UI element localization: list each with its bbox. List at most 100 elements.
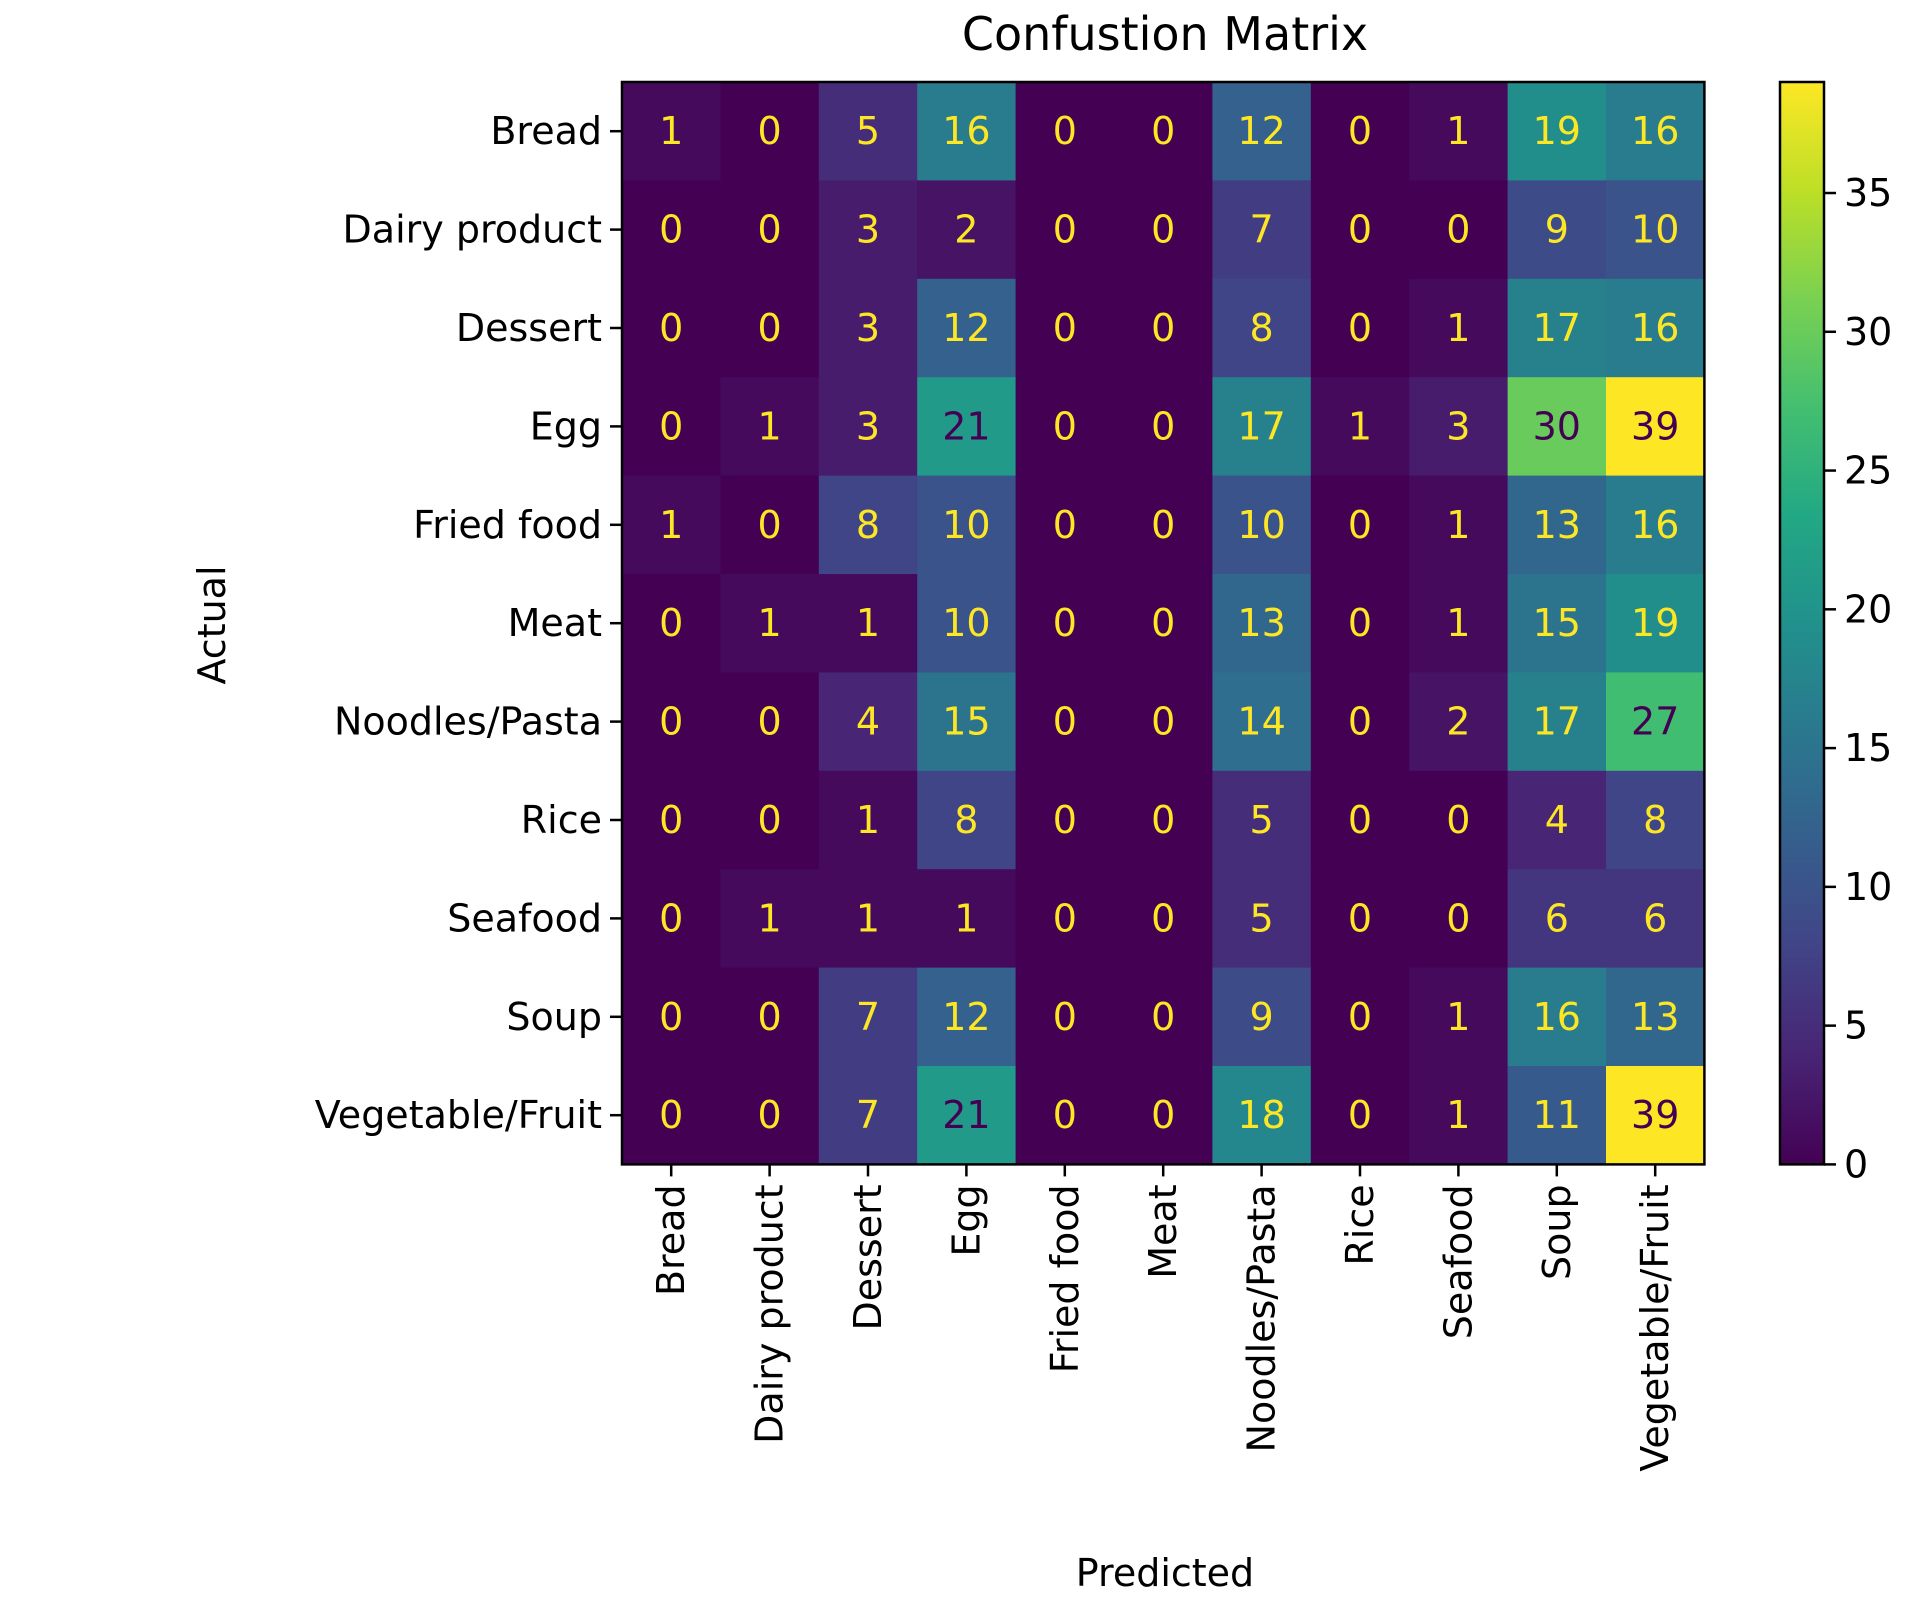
cell-value: 0 — [1348, 109, 1372, 153]
cell-value: 0 — [1151, 109, 1175, 153]
heatmap-cell — [1212, 82, 1312, 181]
cell-value: 5 — [856, 109, 880, 153]
heatmap-cell — [622, 1066, 721, 1165]
y-tick-label: Dairy product — [343, 208, 602, 252]
heatmap-cell — [1212, 1066, 1312, 1165]
heatmap-cell — [720, 82, 820, 181]
cell-value: 4 — [856, 700, 880, 744]
cell-value: 0 — [1053, 306, 1077, 350]
cell-value: 15 — [1533, 601, 1581, 645]
x-tick-label: Meat — [1141, 1184, 1185, 1278]
heatmap-cell — [1114, 377, 1213, 477]
cell-value: 3 — [1446, 404, 1470, 448]
cell-value: 0 — [1348, 798, 1372, 842]
cell-value: 6 — [1545, 896, 1569, 940]
heatmap-cell — [1212, 574, 1312, 673]
cell-value: 1 — [1446, 1093, 1470, 1137]
colorbar-tick-label: 35 — [1844, 171, 1892, 215]
y-axis-label: Actual — [190, 565, 234, 684]
heatmap-cell — [1015, 475, 1115, 575]
cell-value: 0 — [1151, 995, 1175, 1039]
heatmap-cell — [917, 82, 1017, 181]
cell-value: 21 — [942, 404, 990, 448]
heatmap-cell — [1310, 82, 1410, 181]
heatmap-cell — [622, 82, 721, 181]
cell-value: 8 — [856, 503, 880, 547]
heatmap-cell — [622, 180, 721, 280]
cell-value: 0 — [758, 208, 782, 252]
y-tick-label: Egg — [530, 404, 602, 448]
y-tick-label: Bread — [490, 109, 602, 153]
heatmap-cell — [720, 180, 820, 280]
heatmap-cell — [917, 377, 1017, 477]
cell-value: 2 — [1446, 700, 1470, 744]
heatmap-cell — [1606, 672, 1705, 772]
cell-value: 0 — [758, 700, 782, 744]
heatmap-cell — [1409, 574, 1509, 673]
heatmap-cell — [1507, 967, 1607, 1067]
heatmap-cell — [1507, 869, 1607, 969]
x-tick-label: Bread — [649, 1184, 693, 1296]
heatmap-cell — [1212, 967, 1312, 1067]
heatmap-cell — [1507, 180, 1607, 280]
heatmap-cell — [1606, 967, 1705, 1067]
heatmap-cell — [818, 672, 918, 772]
heatmap-cell — [1606, 869, 1705, 969]
cell-value: 3 — [856, 306, 880, 350]
heatmap-cell — [1212, 869, 1312, 969]
heatmap-cell — [1015, 82, 1115, 181]
heatmap-cell — [1212, 180, 1312, 280]
y-tick-label: Soup — [506, 995, 602, 1039]
cell-value: 0 — [758, 306, 782, 350]
cell-value: 0 — [758, 109, 782, 153]
heatmap-cell — [917, 574, 1017, 673]
cell-value: 0 — [1151, 896, 1175, 940]
cell-value: 0 — [1151, 503, 1175, 547]
heatmap-cell — [720, 1066, 820, 1165]
heatmap-cell — [818, 475, 918, 575]
heatmap-cell — [1507, 770, 1607, 870]
y-tick-label: Rice — [521, 798, 602, 842]
cell-value: 0 — [758, 1093, 782, 1137]
heatmap-cell — [917, 180, 1017, 280]
cell-value: 0 — [1053, 404, 1077, 448]
heatmap-cell — [1310, 574, 1410, 673]
cell-value: 12 — [1237, 109, 1285, 153]
heatmap-cell — [1409, 672, 1509, 772]
cell-value: 4 — [1545, 798, 1569, 842]
heatmap-cell — [1015, 967, 1115, 1067]
heatmap-cell — [1507, 82, 1607, 181]
heatmap-cell — [917, 475, 1017, 575]
colorbar-gradient — [1778, 80, 1826, 1166]
heatmap-cell — [818, 1066, 918, 1165]
heatmap-cell — [720, 475, 820, 575]
cell-value: 0 — [1348, 208, 1372, 252]
heatmap-cell — [1015, 672, 1115, 772]
cell-value: 16 — [1631, 109, 1679, 153]
cell-value: 0 — [1446, 208, 1470, 252]
heatmap-cell — [1310, 967, 1410, 1067]
cell-value: 0 — [1348, 503, 1372, 547]
heatmap-cell — [720, 672, 820, 772]
heatmap-cell — [1114, 770, 1213, 870]
cell-value: 15 — [942, 700, 990, 744]
cell-value: 10 — [942, 601, 990, 645]
cell-value: 7 — [856, 1093, 880, 1137]
cell-value: 0 — [1053, 896, 1077, 940]
cell-value: 0 — [758, 503, 782, 547]
cell-value: 0 — [1348, 995, 1372, 1039]
cell-value: 8 — [1643, 798, 1667, 842]
cell-value: 5 — [1250, 798, 1274, 842]
cell-value: 0 — [1348, 1093, 1372, 1137]
heatmap-cell — [1114, 1066, 1213, 1165]
heatmap-cell — [1310, 672, 1410, 772]
heatmap-cell — [1606, 278, 1705, 378]
cell-value: 0 — [659, 1093, 683, 1137]
cell-value: 0 — [758, 995, 782, 1039]
heatmap-cell — [1409, 967, 1509, 1067]
cell-value: 21 — [942, 1093, 990, 1137]
cell-value: 0 — [1151, 306, 1175, 350]
heatmap-cell — [1409, 770, 1509, 870]
chart-title: Confustion Matrix — [962, 7, 1368, 61]
cell-value: 1 — [659, 109, 683, 153]
